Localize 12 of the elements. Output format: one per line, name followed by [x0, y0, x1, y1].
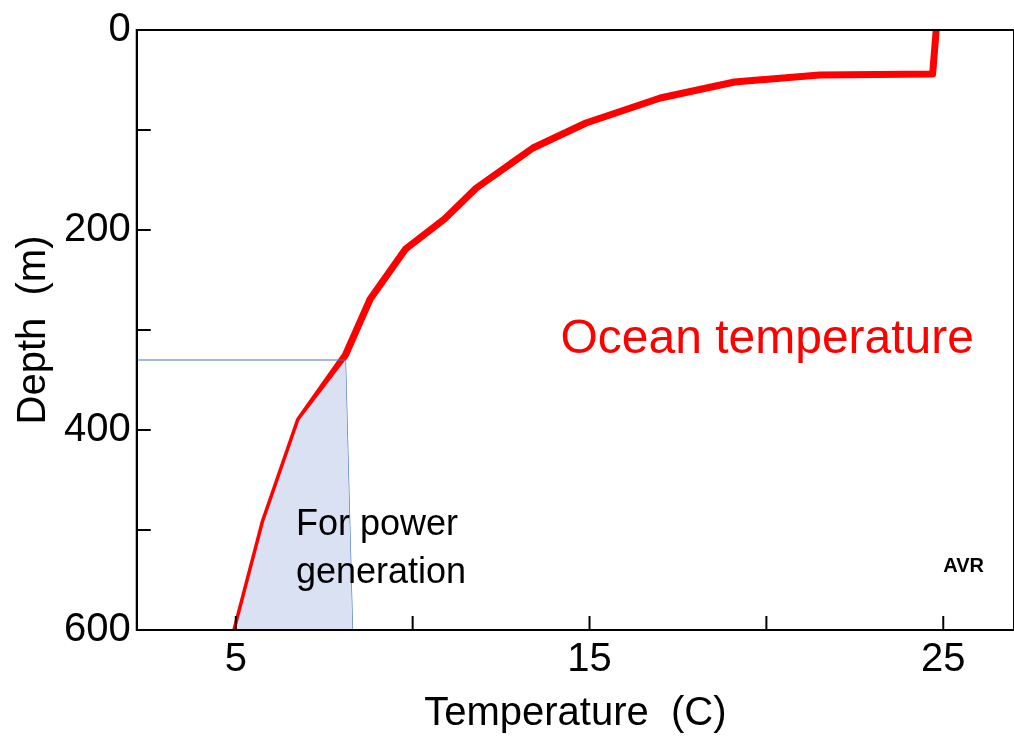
- annotation: For power generation: [295, 502, 467, 591]
- y-tick-label: 600: [63, 605, 131, 650]
- y-tick-label: 200: [63, 205, 131, 250]
- text: Ocean temperature: [560, 310, 974, 364]
- x-tick-label: 15: [567, 635, 612, 680]
- x-tick-label: 5: [224, 635, 247, 680]
- annotation: AVR: [943, 554, 985, 576]
- y-tick-label: 400: [63, 405, 131, 450]
- y-axis-title: Depth (m): [9, 235, 54, 425]
- x-tick-label: 25: [921, 635, 966, 680]
- y-tick-label: 0: [108, 5, 131, 50]
- x-axis-title: Temperature (C): [424, 689, 727, 734]
